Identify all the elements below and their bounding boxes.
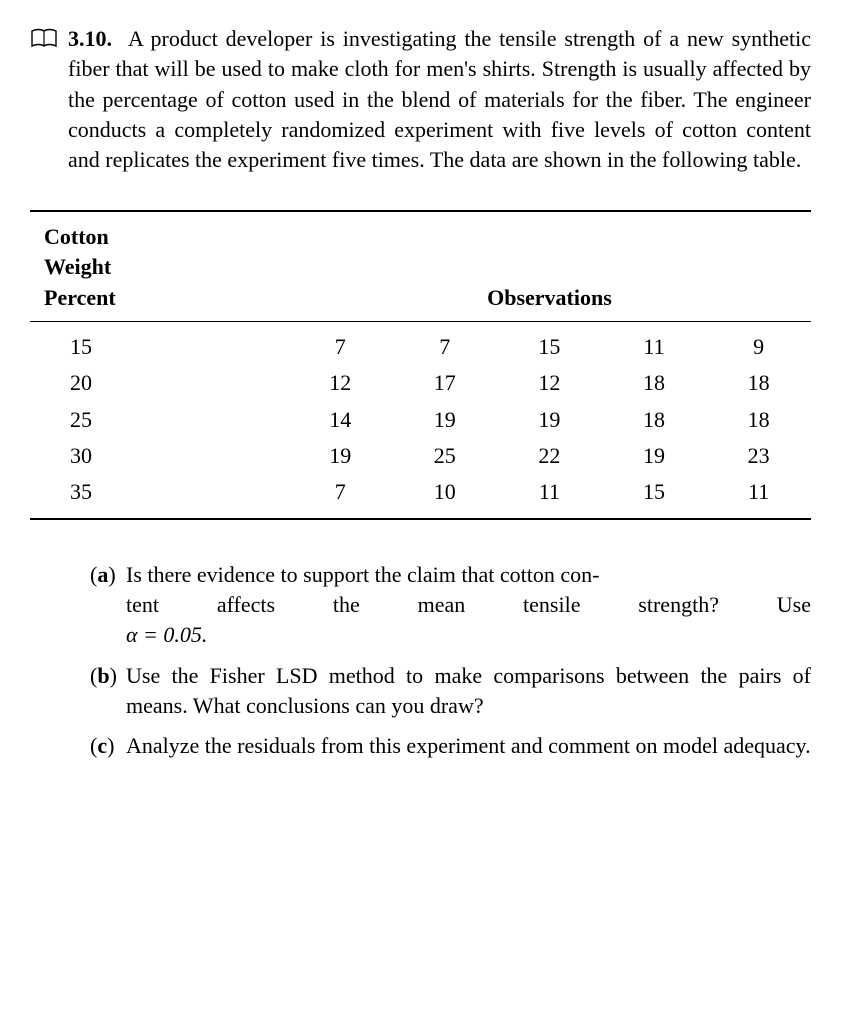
question-a: (a) Is there evidence to support the cla… [90, 560, 811, 651]
cell-obs: 12 [497, 365, 602, 401]
problem-intro-text: A product developer is investigating the… [68, 26, 811, 172]
cell-obs: 14 [288, 402, 393, 438]
table-header-left-l1: Cotton [44, 224, 109, 249]
table-body: 15 7 7 15 11 9 20 12 17 12 18 18 25 14 1… [30, 321, 811, 518]
table-row: 20 12 17 12 18 18 [30, 365, 811, 401]
cell-obs: 10 [393, 474, 498, 518]
cell-level: 15 [30, 321, 288, 365]
cell-obs: 18 [602, 402, 707, 438]
cell-level: 35 [30, 474, 288, 518]
question-text: Analyze the residuals from this experime… [126, 731, 811, 761]
table-header-left-l2: Weight [44, 254, 111, 279]
cell-level: 20 [30, 365, 288, 401]
cell-obs: 7 [393, 321, 498, 365]
problem-number: 3.10. [68, 26, 112, 51]
cell-obs: 15 [602, 474, 707, 518]
problem-header: 3.10.A product developer is investigatin… [30, 24, 811, 210]
cell-obs: 11 [706, 474, 811, 518]
table-row: 15 7 7 15 11 9 [30, 321, 811, 365]
cell-obs: 11 [497, 474, 602, 518]
table-row: 25 14 19 19 18 18 [30, 402, 811, 438]
cell-obs: 19 [602, 438, 707, 474]
question-a-alpha: α = 0.05. [126, 622, 207, 647]
cell-obs: 7 [288, 474, 393, 518]
cell-obs: 11 [602, 321, 707, 365]
table-header-left-l3: Percent [44, 285, 116, 310]
cell-obs: 18 [706, 402, 811, 438]
question-text: Use the Fisher LSD method to make compar… [126, 661, 811, 722]
cell-obs: 15 [497, 321, 602, 365]
question-a-line1: Is there evidence to support the claim t… [126, 562, 599, 587]
table-row: 35 7 10 11 15 11 [30, 474, 811, 518]
cell-level: 25 [30, 402, 288, 438]
question-text: Is there evidence to support the claim t… [126, 560, 811, 651]
table-row: 30 19 25 22 19 23 [30, 438, 811, 474]
table-header-left: Cotton Weight Percent [30, 211, 288, 322]
cell-obs: 18 [706, 365, 811, 401]
question-b: (b) Use the Fisher LSD method to make co… [90, 661, 811, 722]
cell-obs: 9 [706, 321, 811, 365]
cell-obs: 19 [393, 402, 498, 438]
data-table: Cotton Weight Percent Observations 15 7 … [30, 210, 811, 520]
cell-obs: 23 [706, 438, 811, 474]
questions-list: (a) Is there evidence to support the cla… [30, 560, 811, 762]
cell-obs: 19 [497, 402, 602, 438]
cell-level: 30 [30, 438, 288, 474]
question-label: (c) [90, 731, 126, 761]
cell-obs: 18 [602, 365, 707, 401]
cell-obs: 19 [288, 438, 393, 474]
question-c: (c) Analyze the residuals from this expe… [90, 731, 811, 761]
cell-obs: 12 [288, 365, 393, 401]
book-icon [30, 28, 58, 58]
problem-intro: 3.10.A product developer is investigatin… [68, 24, 811, 176]
question-label: (a) [90, 560, 126, 651]
table-header-observations: Observations [288, 211, 811, 322]
cell-obs: 25 [393, 438, 498, 474]
cell-obs: 7 [288, 321, 393, 365]
question-label: (b) [90, 661, 126, 722]
question-a-line2: tent affects the mean tensile strength? … [126, 592, 811, 617]
cell-obs: 17 [393, 365, 498, 401]
cell-obs: 22 [497, 438, 602, 474]
